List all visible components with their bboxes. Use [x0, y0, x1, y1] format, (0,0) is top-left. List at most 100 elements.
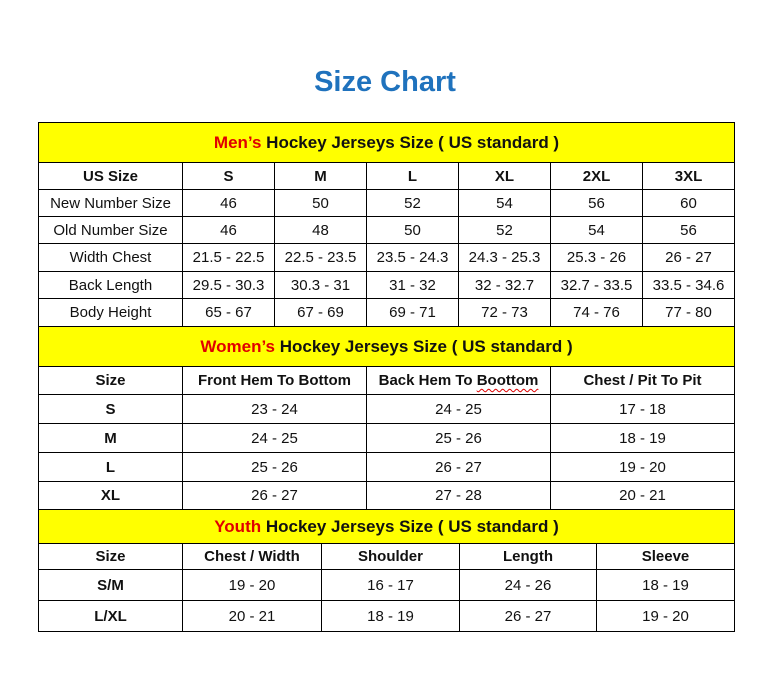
- table-row: L 25 - 26 26 - 27 19 - 20: [38, 452, 736, 482]
- header-text: Hockey Jerseys Size ( US standard ): [275, 336, 573, 356]
- table-cell: 32.7 - 33.5: [550, 271, 643, 299]
- row-label: S: [38, 394, 183, 424]
- column-header-label: Sleeve: [641, 548, 690, 565]
- column-header-label: L: [407, 167, 418, 185]
- header-text: Hockey Jerseys Size ( US standard ): [261, 516, 559, 536]
- table-cell: 17 - 18: [549, 394, 736, 424]
- column-header: Chest / Width: [182, 543, 322, 570]
- column-header-label: M: [314, 167, 327, 185]
- column-header: 2XL: [550, 162, 643, 190]
- table-cell: 16 - 17: [321, 569, 460, 601]
- table-cell: 54: [550, 216, 643, 244]
- table-cell: 25 - 26: [366, 423, 551, 453]
- youth-size-table: Youth Hockey Jerseys Size ( US standard …: [38, 509, 735, 632]
- row-label: L: [38, 452, 183, 482]
- column-header-label: Chest / Width: [204, 548, 300, 565]
- column-header: US Size: [38, 162, 183, 190]
- column-header-label: Shoulder: [357, 548, 423, 565]
- column-header-label: Front Hem To Bottom: [197, 372, 352, 389]
- column-header-label: Size: [95, 548, 126, 565]
- column-header: S: [182, 162, 275, 190]
- column-header: Length: [459, 543, 597, 570]
- table-row: XL 26 - 27 27 - 28 20 - 21: [38, 481, 736, 510]
- column-header: L: [366, 162, 459, 190]
- table-cell: 50: [274, 189, 367, 217]
- table-cell: 46: [182, 216, 275, 244]
- table-cell: 24 - 25: [366, 394, 551, 424]
- row-label: Back Length: [38, 271, 183, 299]
- table-cell: 56: [641, 216, 736, 244]
- table-row: Old Number Size 46 48 50 52 54 56: [38, 216, 736, 244]
- column-header: Front Hem To Bottom: [182, 366, 367, 395]
- column-header-label: 2XL: [582, 167, 611, 185]
- table-cell: 19 - 20: [549, 452, 736, 482]
- table-cell: 19 - 20: [182, 569, 322, 601]
- table-row: L/XL 20 - 21 18 - 19 26 - 27 19 - 20: [38, 600, 735, 632]
- row-label: XL: [38, 481, 183, 510]
- column-header: Shoulder: [321, 543, 460, 570]
- table-cell: 26 - 27: [366, 452, 551, 482]
- table-cell: 67 - 69: [274, 298, 367, 327]
- column-header: Sleeve: [596, 543, 735, 570]
- table-cell: 54: [458, 189, 551, 217]
- table-cell: 32 - 32.7: [458, 271, 551, 299]
- table-row: Back Length 29.5 - 30.3 30.3 - 31 31 - 32 32…: [38, 271, 736, 299]
- table-row: New Number Size 46 50 52 54 56 60: [38, 189, 736, 217]
- misspelled-word: Boottom: [476, 372, 539, 389]
- header-highlight: Youth: [214, 516, 262, 536]
- table-cell: 23.5 - 24.3: [366, 243, 459, 272]
- table-cell: 52: [366, 189, 459, 217]
- column-header-label: Size: [95, 372, 126, 389]
- table-cell: 48: [274, 216, 367, 244]
- table-cell: 31 - 32: [366, 271, 459, 299]
- table-cell: 52: [458, 216, 551, 244]
- column-header: Back Hem To Boottom: [366, 366, 551, 395]
- row-label: L/XL: [38, 600, 183, 632]
- table-cell: 21.5 - 22.5: [182, 243, 275, 272]
- table-cell: 24.3 - 25.3: [458, 243, 551, 272]
- table-cell: 25 - 26: [182, 452, 367, 482]
- womens-size-table: Women’s Hockey Jerseys Size ( US standar…: [37, 326, 736, 510]
- table-cell: 25.3 - 26: [550, 243, 643, 272]
- table-row: Width Chest 21.5 - 22.5 22.5 - 23.5 23.5 - …: [38, 243, 736, 272]
- table-cell: 22.5 - 23.5: [274, 243, 367, 272]
- women-section-header: Women’s Hockey Jerseys Size ( US standar…: [37, 326, 736, 367]
- table-cell: 18 - 19: [321, 600, 460, 632]
- row-label: Width Chest: [38, 243, 183, 272]
- header-text: Hockey Jerseys Size ( US standard ): [261, 132, 560, 152]
- table-cell: 26 - 27: [641, 243, 736, 272]
- table-cell: 72 - 73: [458, 298, 551, 327]
- men-section-header: Men’s Hockey Jerseys Size ( US standard …: [37, 122, 736, 163]
- table-cell: 24 - 26: [459, 569, 597, 601]
- row-label: S/M: [38, 569, 183, 601]
- column-header: 3XL: [641, 162, 736, 190]
- mens-size-table: Men’s Hockey Jerseys Size ( US standard …: [37, 122, 736, 327]
- table-row: M 24 - 25 25 - 26 18 - 19: [38, 423, 736, 453]
- table-cell: 26 - 27: [182, 481, 367, 510]
- column-header-label: Length: [503, 548, 553, 565]
- row-label: New Number Size: [38, 189, 183, 217]
- column-header-row: Size Chest / Width Shoulder Length Sleeve: [38, 543, 735, 570]
- row-label: Body Height: [38, 298, 183, 327]
- table-cell: 19 - 20: [596, 600, 735, 632]
- column-header-label: Back Hem To Boottom: [378, 372, 539, 389]
- table-cell: 60: [641, 189, 736, 217]
- table-cell: 29.5 - 30.3: [182, 271, 275, 299]
- table-row: Body Height 65 - 67 67 - 69 69 - 71 72 - 73 7…: [38, 298, 736, 327]
- column-header: XL: [458, 162, 551, 190]
- table-cell: 69 - 71: [366, 298, 459, 327]
- table-cell: 56: [550, 189, 643, 217]
- row-label: M: [38, 423, 183, 453]
- table-cell: 23 - 24: [182, 394, 367, 424]
- column-header-label: US Size: [82, 167, 139, 185]
- table-cell: 18 - 19: [549, 423, 736, 453]
- table-cell: 18 - 19: [596, 569, 735, 601]
- table-cell: 46: [182, 189, 275, 217]
- column-header: Size: [38, 543, 183, 570]
- header-highlight: Women’s: [200, 336, 275, 356]
- column-header: M: [274, 162, 367, 190]
- column-header-label: S: [223, 167, 234, 185]
- column-header-row: US Size S M L XL 2XL 3XL: [38, 162, 736, 190]
- page-title: Size Chart: [314, 66, 456, 98]
- column-header-row: Size Front Hem To Bottom Back Hem To Boott…: [38, 366, 736, 395]
